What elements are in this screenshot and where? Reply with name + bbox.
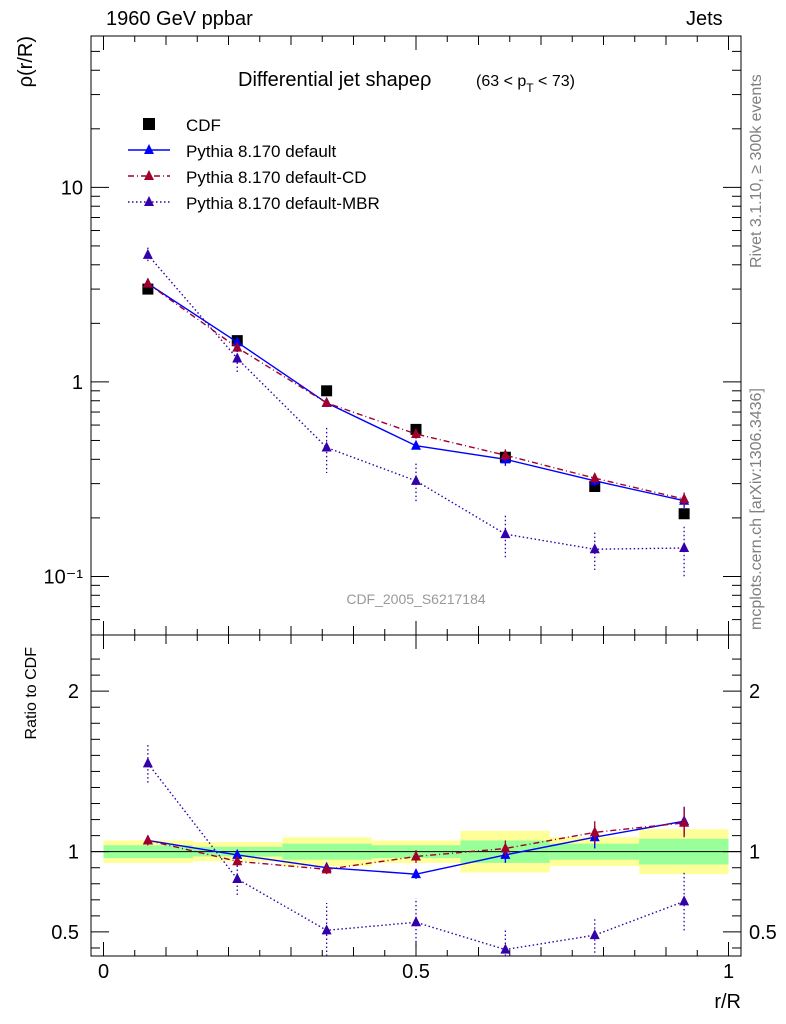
legend-label: Pythia 8.170 default-CD — [186, 168, 367, 187]
data-point — [321, 441, 332, 452]
series-1 — [142, 277, 690, 508]
analysis-id-label: CDF_2005_S6217184 — [346, 591, 486, 607]
ratio-point — [589, 826, 600, 837]
ratio-point — [232, 848, 243, 859]
y-tick-label: 10 — [61, 177, 83, 199]
data-point — [232, 352, 243, 363]
data-point — [321, 396, 332, 407]
ratio-axis-label: Ratio to CDF — [23, 647, 40, 740]
data-point — [142, 283, 154, 295]
ratio-point — [679, 895, 690, 906]
data-point — [500, 528, 511, 539]
ratio-point — [411, 868, 421, 879]
ratio-point — [232, 855, 243, 866]
y-tick-label-right: 2 — [749, 681, 760, 703]
ratio-point — [142, 757, 153, 768]
y-tick-label: 2 — [68, 681, 79, 703]
ratio-point — [142, 834, 153, 845]
data-point — [500, 449, 511, 460]
ratio-point — [411, 916, 421, 927]
data-point — [589, 472, 600, 483]
y-tick-label-right: 1 — [749, 842, 760, 864]
ratio-series-2 — [142, 744, 690, 956]
y-tick-label-right: 0.5 — [749, 922, 777, 944]
legend-marker — [144, 144, 154, 154]
x-tick-label: 0.5 — [402, 961, 430, 983]
legend-label: Pythia 8.170 default-MBR — [186, 194, 380, 213]
y-axis-label: ρ(r/R) — [15, 36, 37, 87]
ratio-point — [321, 863, 332, 874]
series-line — [147, 283, 685, 500]
data-point — [142, 277, 153, 288]
data-point — [232, 336, 243, 347]
y-tick-label: 0.5 — [51, 922, 79, 944]
legend-marker — [143, 118, 155, 130]
y-tick-label: 1 — [72, 372, 83, 394]
ratio-point — [500, 943, 511, 954]
ratio-point — [589, 929, 600, 940]
x-axis-label: r/R — [714, 991, 741, 1013]
y-tick-label: 1 — [68, 842, 79, 864]
data-point — [589, 543, 600, 554]
data-point — [411, 439, 421, 450]
series-3 — [142, 247, 690, 577]
data-point — [678, 508, 690, 520]
data-point — [679, 493, 690, 504]
rivet-version-label: Rivet 3.1.10, ≥ 300k events — [748, 74, 765, 268]
x-tick-label: 0 — [98, 961, 109, 983]
series-line — [147, 254, 685, 550]
bottom-panel-frame — [90, 634, 742, 957]
data-point — [142, 248, 153, 259]
data-point — [411, 427, 421, 438]
header-energy-label: 1960 GeV ppbar — [106, 8, 253, 30]
legend-label: CDF — [186, 116, 221, 135]
ratio-point — [232, 872, 243, 883]
data-point — [411, 474, 421, 485]
legend-marker — [144, 170, 154, 180]
legend — [128, 118, 170, 206]
ratio-point — [500, 842, 511, 853]
legend-label: Pythia 8.170 default — [186, 142, 337, 161]
data-point — [679, 542, 690, 553]
chart-subtitle: (63 < pT < 73) — [476, 73, 575, 95]
ratio-point — [411, 850, 421, 861]
y-tick-label: 10⁻¹ — [44, 566, 84, 588]
legend-marker — [144, 196, 154, 206]
ratio-point — [679, 816, 690, 827]
header-process-label: Jets — [686, 8, 723, 30]
ratio-point — [321, 924, 332, 935]
chart-title: Differential jet shapeρ — [238, 69, 431, 91]
x-tick-label: 1 — [723, 961, 734, 983]
data-point — [321, 385, 333, 397]
ratio-series-1 — [142, 808, 690, 875]
mcplots-label: mcplots.cern.ch [arXiv:1306.3436] — [748, 388, 765, 630]
